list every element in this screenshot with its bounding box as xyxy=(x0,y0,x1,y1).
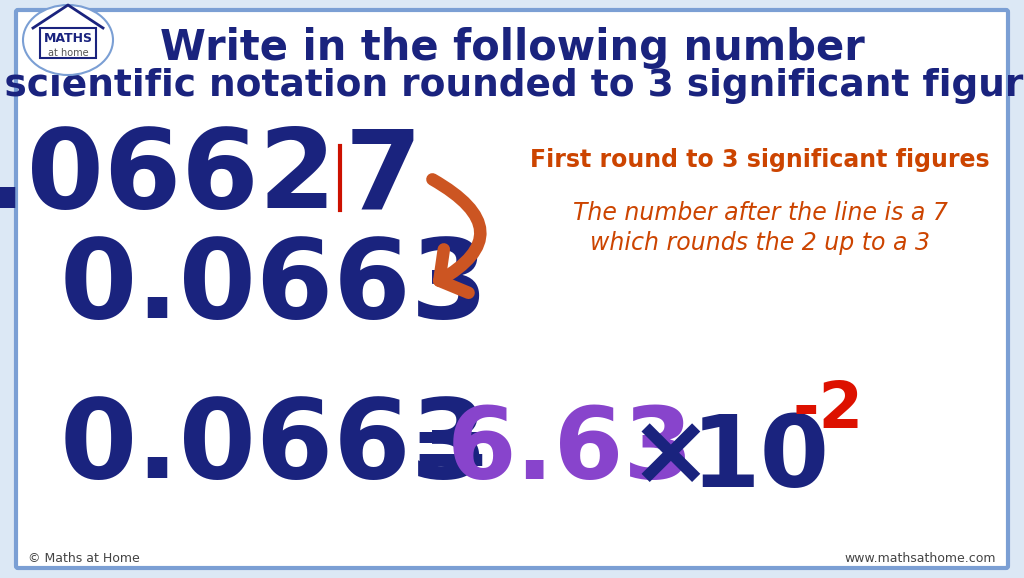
Ellipse shape xyxy=(23,5,113,75)
Text: in scientific notation rounded to 3 significant figures: in scientific notation rounded to 3 sign… xyxy=(0,68,1024,104)
Bar xyxy=(40,28,96,58)
Text: 6.63: 6.63 xyxy=(446,403,693,501)
Text: Write in the following number: Write in the following number xyxy=(160,27,864,69)
Text: MATHS: MATHS xyxy=(43,31,92,45)
Text: 0.0663: 0.0663 xyxy=(60,235,489,342)
Text: ×: × xyxy=(628,407,712,505)
Text: at home: at home xyxy=(48,48,88,58)
Text: www.mathsathome.com: www.mathsathome.com xyxy=(845,551,996,565)
Text: © Maths at Home: © Maths at Home xyxy=(28,551,139,565)
FancyArrowPatch shape xyxy=(432,179,480,293)
Text: The number after the line is a 7: The number after the line is a 7 xyxy=(572,201,947,225)
Text: First round to 3 significant figures: First round to 3 significant figures xyxy=(530,148,990,172)
Text: 7: 7 xyxy=(345,124,422,232)
Text: 0.0663: 0.0663 xyxy=(60,395,489,502)
Text: -2: -2 xyxy=(793,379,863,441)
Text: 0.0662: 0.0662 xyxy=(0,124,337,232)
Text: =: = xyxy=(408,403,492,501)
Text: 10: 10 xyxy=(690,412,829,509)
Text: which rounds the 2 up to a 3: which rounds the 2 up to a 3 xyxy=(590,231,930,255)
FancyBboxPatch shape xyxy=(16,10,1008,568)
